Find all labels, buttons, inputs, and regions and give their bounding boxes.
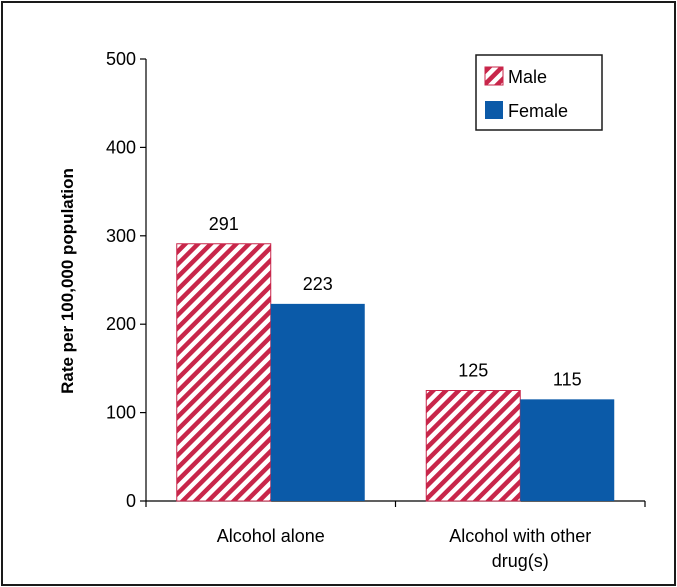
y-tick-label: 200 — [106, 314, 136, 334]
legend-label-female: Female — [508, 101, 568, 121]
bar-male-1 — [425, 390, 521, 502]
data-labels-group: 291 223 125 115 — [209, 214, 582, 390]
category-label-1: Alcohol with other — [449, 526, 591, 546]
bar-female-1 — [520, 399, 615, 501]
legend-swatch-male — [484, 66, 504, 86]
legend-label-male: Male — [508, 67, 547, 87]
data-label-male-0: 291 — [209, 214, 239, 234]
data-label-male-1: 125 — [458, 361, 488, 381]
bar-male-0 — [176, 243, 272, 502]
legend: Male Female — [475, 54, 603, 131]
bar-female-0 — [270, 303, 365, 501]
y-tick-label: 400 — [106, 137, 136, 157]
y-tick-label: 100 — [106, 403, 136, 423]
y-axis-title: Rate per 100,000 population — [58, 168, 77, 394]
category-label-0: Alcohol alone — [217, 526, 325, 546]
bars-group — [176, 243, 615, 502]
y-tick-label: 300 — [106, 226, 136, 246]
y-tick-label: 0 — [126, 491, 136, 511]
data-label-female-0: 223 — [303, 274, 333, 294]
category-label-1: drug(s) — [492, 551, 549, 571]
data-label-female-1: 115 — [553, 369, 582, 389]
x-axis — [145, 500, 646, 507]
bar-chart: Rate per 100,000 population 0 100 200 300 40… — [58, 49, 646, 571]
y-tick-label: 500 — [106, 49, 136, 69]
legend-swatch-female — [485, 101, 503, 119]
y-axis: 0 100 200 300 400 500 — [106, 49, 147, 511]
category-labels-group: Alcohol alone Alcohol with other drug(s) — [217, 526, 592, 571]
